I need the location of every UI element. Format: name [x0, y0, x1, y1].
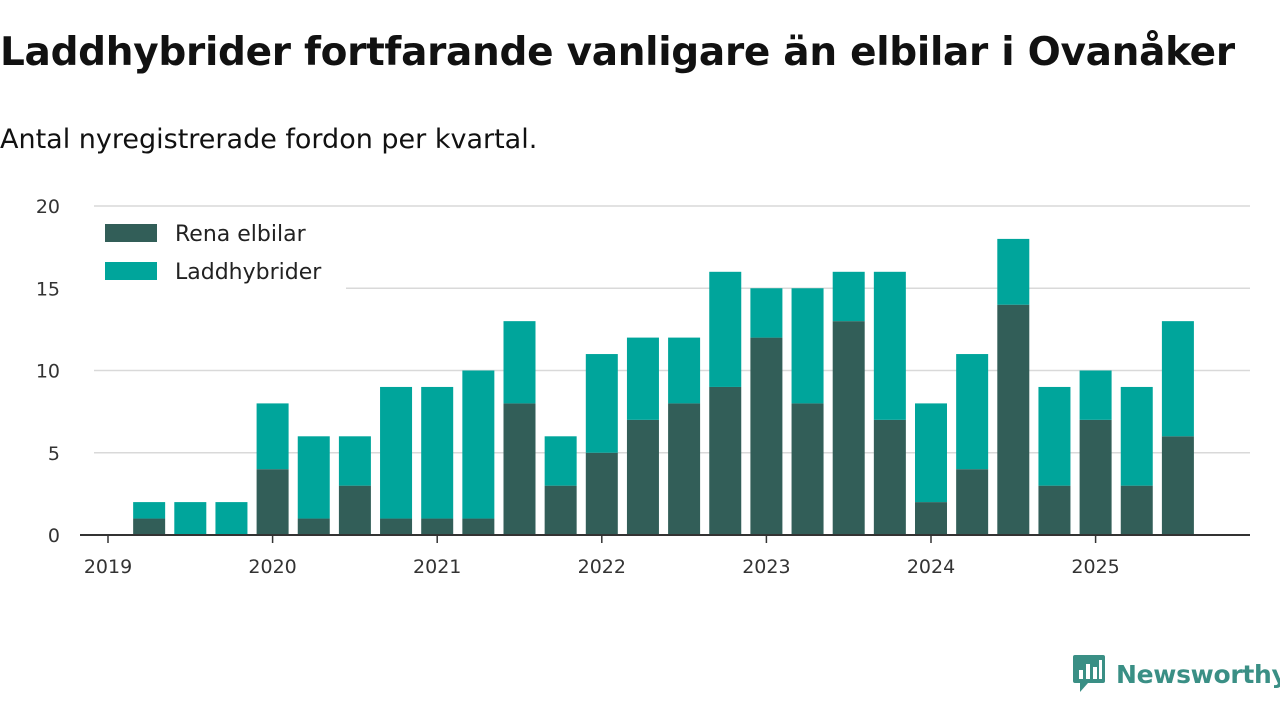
bar-laddhybrider	[338, 436, 371, 486]
x-tick-label: 2023	[742, 556, 790, 578]
legend: Rena elbilar Laddhybrider	[94, 210, 346, 290]
bar-laddhybrider	[668, 337, 701, 404]
bar-rena-elbilar	[1161, 436, 1194, 535]
bar-rena-elbilar	[585, 452, 618, 535]
bar-laddhybrider	[421, 386, 454, 519]
y-tick-label: 20	[36, 196, 60, 218]
bar-laddhybrider	[626, 337, 659, 420]
y-tick-label: 10	[36, 361, 60, 383]
brand-name: Newsworthy	[1116, 659, 1280, 689]
bar-laddhybrider	[544, 436, 577, 486]
bar-laddhybrider	[709, 271, 742, 387]
bar-laddhybrider	[297, 436, 330, 519]
x-tick-label: 2019	[84, 556, 132, 578]
y-tick-label: 5	[48, 443, 60, 465]
bar-rena-elbilar	[462, 518, 495, 535]
x-tick-label: 2024	[907, 556, 955, 578]
bar-laddhybrider	[380, 386, 413, 519]
bar-laddhybrider	[791, 288, 824, 404]
bar-laddhybrider	[256, 403, 289, 470]
bar-rena-elbilar	[626, 419, 659, 535]
bar-rena-elbilar	[750, 337, 783, 535]
bar-rena-elbilar	[1079, 419, 1112, 535]
bar-laddhybrider	[1079, 370, 1112, 420]
bar-rena-elbilar	[915, 502, 947, 535]
bar-laddhybrider	[462, 370, 495, 519]
bar-laddhybrider	[750, 288, 783, 338]
bar-rena-elbilar	[256, 469, 289, 535]
chart-subtitle: Antal nyregistrerade fordon per kvartal.	[0, 124, 538, 155]
bar-rena-elbilar	[503, 403, 536, 535]
legend-swatch	[105, 262, 157, 280]
axes: 0 5 10 15 20 2019 2020 2021 2022 2023 2024 2025	[36, 196, 1250, 578]
bar-rena-elbilar	[544, 485, 577, 535]
y-tick-label: 0	[48, 525, 60, 547]
bar-rena-elbilar	[297, 518, 330, 535]
bar-rena-elbilar	[668, 403, 701, 535]
bar-rena-elbilar	[997, 304, 1030, 535]
bar-laddhybrider	[956, 354, 989, 470]
legend-swatch	[105, 224, 157, 242]
bar-rena-elbilar	[956, 469, 989, 535]
bar-laddhybrider	[174, 502, 207, 535]
bar-rena-elbilar	[709, 386, 742, 535]
chart-title: Laddhybrider fortfarande vanligare än el…	[0, 30, 1235, 75]
stacked-bar-chart: 0 5 10 15 20 2019 2020 2021 2022 2023 2024 2025 Ren…	[36, 196, 1250, 578]
bar-laddhybrider	[1161, 321, 1194, 437]
bar-rena-elbilar	[133, 518, 166, 535]
legend-label: Rena elbilar	[175, 222, 307, 247]
bar-laddhybrider	[1038, 386, 1071, 486]
bar-laddhybrider	[1120, 386, 1153, 486]
bar-rena-elbilar	[338, 485, 371, 535]
newsworthy-logo-icon	[1073, 655, 1105, 692]
bar-rena-elbilar	[832, 321, 865, 535]
x-tick-label: 2025	[1071, 556, 1119, 578]
bar-rena-elbilar	[1038, 485, 1071, 535]
bar-rena-elbilar	[873, 419, 906, 535]
bars	[133, 238, 1194, 535]
bar-rena-elbilar	[380, 518, 413, 535]
bar-rena-elbilar	[421, 518, 454, 535]
bar-laddhybrider	[997, 238, 1030, 305]
bar-rena-elbilar	[791, 403, 824, 535]
x-tick-label: 2022	[578, 556, 626, 578]
bar-laddhybrider	[873, 271, 906, 420]
legend-label: Laddhybrider	[175, 260, 322, 285]
bar-rena-elbilar	[1120, 485, 1153, 535]
newsworthy-logo: Newsworthy	[1072, 654, 1280, 694]
bar-laddhybrider	[832, 271, 865, 322]
bar-laddhybrider	[503, 321, 536, 404]
x-tick-label: 2021	[413, 556, 461, 578]
bar-laddhybrider	[585, 354, 618, 453]
bar-laddhybrider	[133, 502, 166, 519]
bar-laddhybrider	[915, 403, 947, 503]
y-tick-label: 15	[36, 278, 60, 300]
x-tick-label: 2020	[248, 556, 296, 578]
bar-laddhybrider	[215, 502, 248, 535]
